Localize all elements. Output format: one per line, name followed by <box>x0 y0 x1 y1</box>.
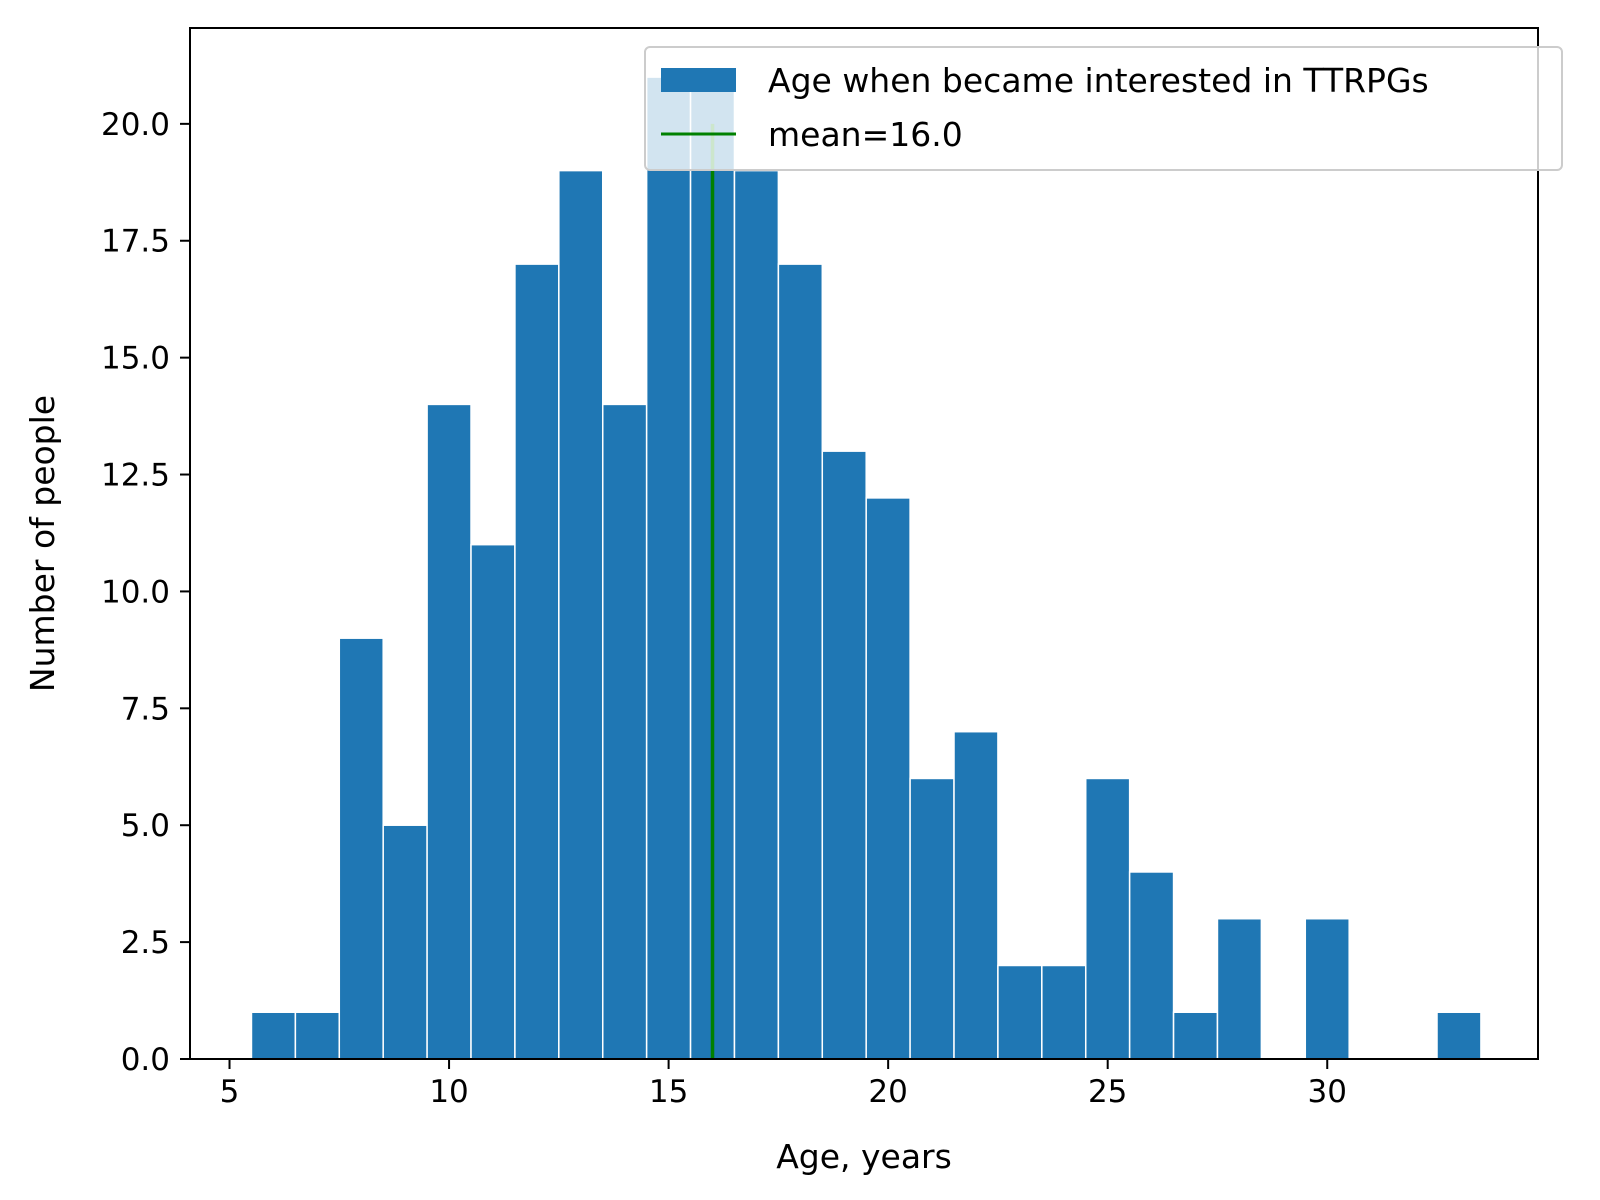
legend-box <box>644 46 1563 171</box>
histogram-bar-28 <box>1216 917 1263 1060</box>
histogram-bar-20 <box>865 497 911 1060</box>
x-tick-label: 15 <box>649 1074 688 1110</box>
y-tick-label: 17.5 <box>101 224 170 260</box>
histogram-bar-30 <box>1304 917 1350 1060</box>
histogram-bar-26 <box>1128 871 1175 1060</box>
legend: Age when became interested in TTRPGs mea… <box>644 46 1563 171</box>
histogram-bar-19 <box>821 450 867 1060</box>
histogram-bar-7 <box>294 1011 341 1060</box>
bars-layer <box>250 76 1482 1060</box>
histogram-bar-14 <box>601 403 648 1060</box>
histogram-bar-9 <box>382 824 428 1060</box>
x-axis-label: Age, years <box>776 1137 952 1176</box>
y-tick-label: 2.5 <box>121 925 170 961</box>
x-tick-label: 10 <box>429 1074 468 1110</box>
y-axis-ticks: 0.0 2.5 5.0 7.5 10.0 12.5 15.0 17.5 20.0 <box>101 107 190 1078</box>
histogram-bar-18 <box>777 263 824 1060</box>
histogram-bar-6 <box>250 1011 297 1060</box>
x-tick-label: 25 <box>1088 1074 1127 1110</box>
x-axis-ticks: 5 10 15 20 25 30 <box>220 1059 1347 1110</box>
histogram-bar-12 <box>514 263 560 1060</box>
histogram-bar-22 <box>953 730 999 1060</box>
y-tick-label: 10.0 <box>101 574 170 610</box>
histogram-bar-15 <box>645 76 692 1060</box>
legend-label-histogram: Age when became interested in TTRPGs <box>768 61 1429 100</box>
y-tick-label: 7.5 <box>121 691 170 727</box>
histogram-bar-33 <box>1436 1011 1482 1060</box>
histogram-bar-25 <box>1084 777 1131 1060</box>
x-tick-label: 20 <box>868 1074 907 1110</box>
histogram-bar-8 <box>338 637 384 1060</box>
histogram-bar-17 <box>733 169 780 1060</box>
x-tick-label: 30 <box>1308 1074 1347 1110</box>
plot-frame <box>189 27 1539 1060</box>
x-tick-label: 5 <box>220 1074 240 1110</box>
histogram-bar-10 <box>426 403 472 1060</box>
histogram-bar-21 <box>909 777 955 1060</box>
histogram-bar-13 <box>558 169 604 1060</box>
legend-label-mean: mean=16.0 <box>768 115 963 154</box>
y-tick-label: 0.0 <box>121 1042 170 1078</box>
y-axis-label: Number of people <box>23 395 62 692</box>
legend-swatch-histogram <box>661 68 736 92</box>
histogram-bar-23 <box>997 964 1043 1060</box>
y-tick-label: 12.5 <box>101 458 170 494</box>
y-tick-label: 5.0 <box>121 808 170 844</box>
histogram-bar-11 <box>470 543 516 1060</box>
histogram-bar-27 <box>1172 1011 1219 1060</box>
y-tick-label: 15.0 <box>101 341 170 377</box>
histogram-bar-24 <box>1041 964 1087 1060</box>
y-tick-label: 20.0 <box>101 107 170 143</box>
